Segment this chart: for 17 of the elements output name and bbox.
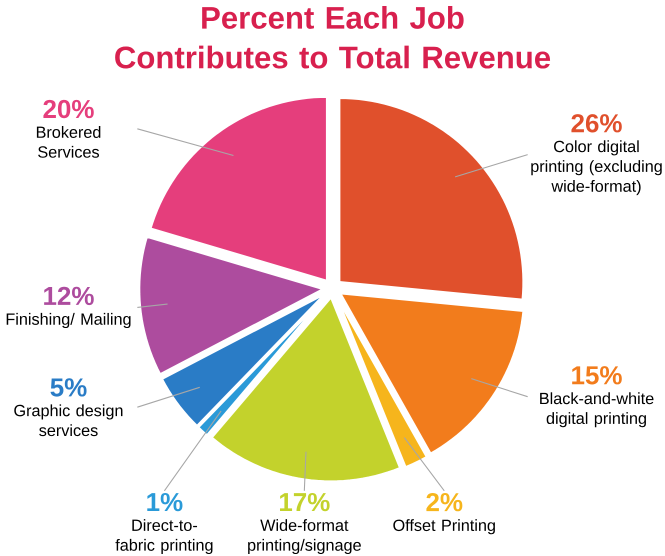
data-label: 1% <box>147 493 182 512</box>
data-label: 15% <box>572 366 622 385</box>
data-label: 12% <box>44 286 94 306</box>
data-label: 2% <box>426 493 462 512</box>
slice-label: Offset Printing <box>393 519 495 534</box>
slice-label: Finishing/ Mailing <box>6 313 131 328</box>
chart-title: Percent Each Job Contributes to Total Revenue <box>115 6 550 69</box>
data-label: 5% <box>50 378 87 397</box>
data-label: 17% <box>280 493 330 512</box>
slice-label: Color digital printing (excluding wide-format) <box>531 140 662 196</box>
data-label: 26% <box>571 114 622 133</box>
slice-label: Brokered Services <box>36 126 100 158</box>
slice-label: Wide-format printing/signage <box>248 519 361 554</box>
slice-label: Direct-to-fabric printing <box>115 519 212 554</box>
data-label: 20% <box>43 100 94 118</box>
slice-label: Graphic design services <box>14 404 122 436</box>
slice-label: Black-and-white digital printing <box>540 392 654 428</box>
